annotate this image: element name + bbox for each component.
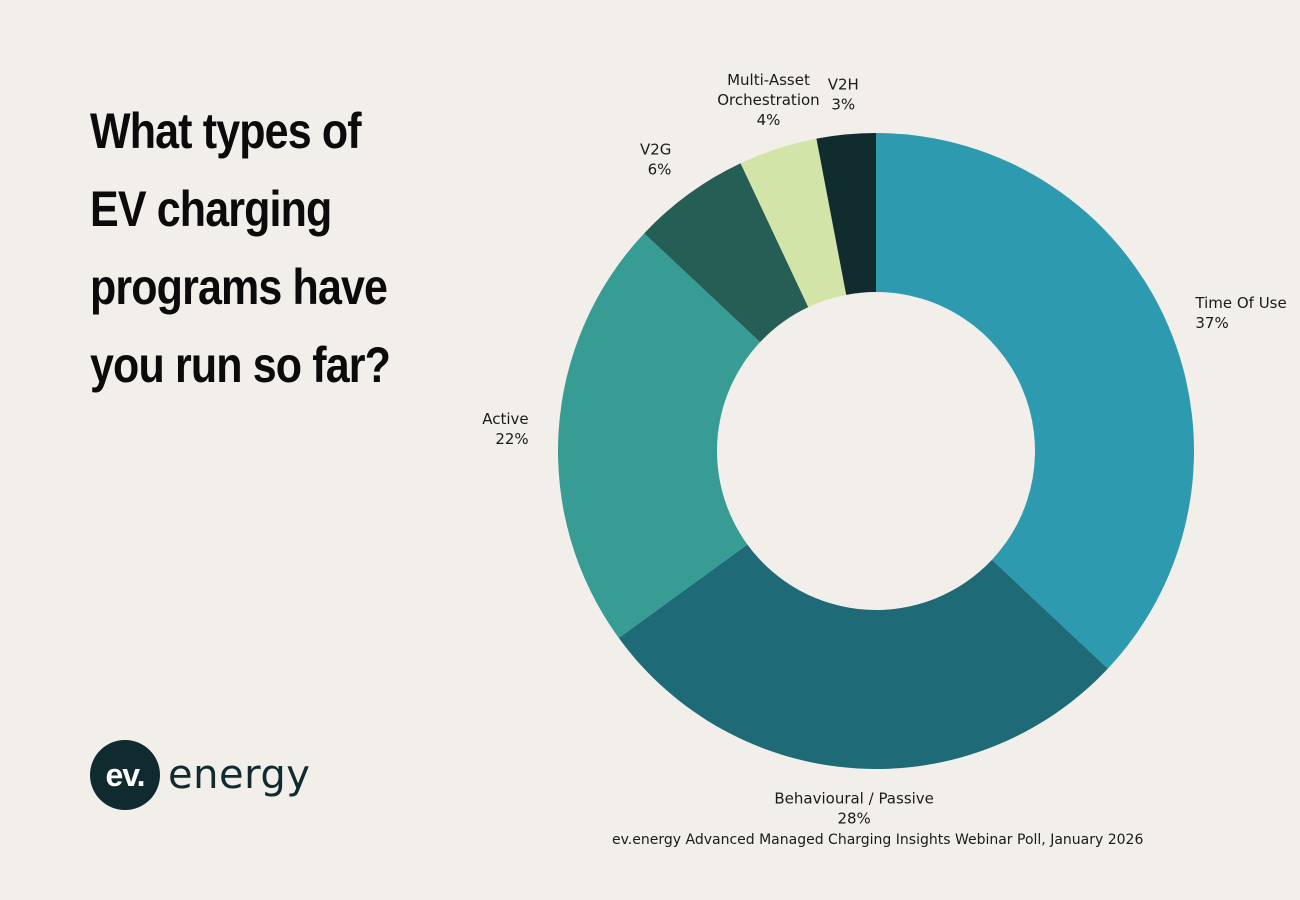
label-text-v2g: V2G xyxy=(640,140,671,158)
slice-active xyxy=(557,233,761,638)
label-text-v2h: V2H xyxy=(828,75,859,93)
donut-slices xyxy=(557,133,1194,769)
label-text-active: Active xyxy=(482,410,528,428)
label-value-v2g: 6% xyxy=(648,160,672,178)
headline-line-3: programs have xyxy=(90,259,388,315)
label-text-multi-asset-orchestration: Multi-Asset xyxy=(727,71,810,89)
label-value-behavioural-passive: 28% xyxy=(837,809,870,827)
donut-labels: Time Of Use 37% Behavioural / Passive 28% Ac… xyxy=(482,71,1286,827)
label-active: Active 22% xyxy=(482,410,528,448)
headline-line-1: What types of xyxy=(90,103,362,159)
label-value-v2h: 3% xyxy=(831,95,855,113)
logo-mark: ev. xyxy=(90,740,160,810)
label-text-multi-asset-orchestration: Orchestration xyxy=(717,91,819,109)
label-value-multi-asset-orchestration: 4% xyxy=(757,111,781,129)
label-multi-asset-orchestration: Multi-Asset Orchestration 4% xyxy=(717,71,819,129)
slice-v2h xyxy=(816,133,876,295)
label-v2h: V2H 3% xyxy=(828,75,859,113)
headline-line-2: EV charging xyxy=(90,181,332,237)
slice-multi-asset-orchestration xyxy=(740,138,847,308)
ev-energy-logo: ev. energy xyxy=(90,740,310,810)
slice-v2g xyxy=(644,163,809,343)
label-text-time-of-use: Time Of Use xyxy=(1194,293,1286,311)
label-time-of-use: Time Of Use 37% xyxy=(1194,293,1286,331)
chart-source: ev.energy Advanced Managed Charging Insi… xyxy=(612,832,1144,848)
label-text-behavioural-passive: Behavioural / Passive xyxy=(774,789,934,807)
headline: What types of EV charging programs have … xyxy=(90,92,400,404)
label-value-time-of-use: 37% xyxy=(1195,313,1228,331)
logo-wordmark: energy xyxy=(168,752,311,798)
headline-line-4: you run so far? xyxy=(90,337,391,393)
slice-time-of-use xyxy=(876,133,1194,669)
label-value-active: 22% xyxy=(495,430,528,448)
slice-behavioural-passive xyxy=(618,544,1108,769)
label-behavioural-passive: Behavioural / Passive 28% xyxy=(774,789,934,827)
label-v2g: V2G 6% xyxy=(640,140,671,178)
